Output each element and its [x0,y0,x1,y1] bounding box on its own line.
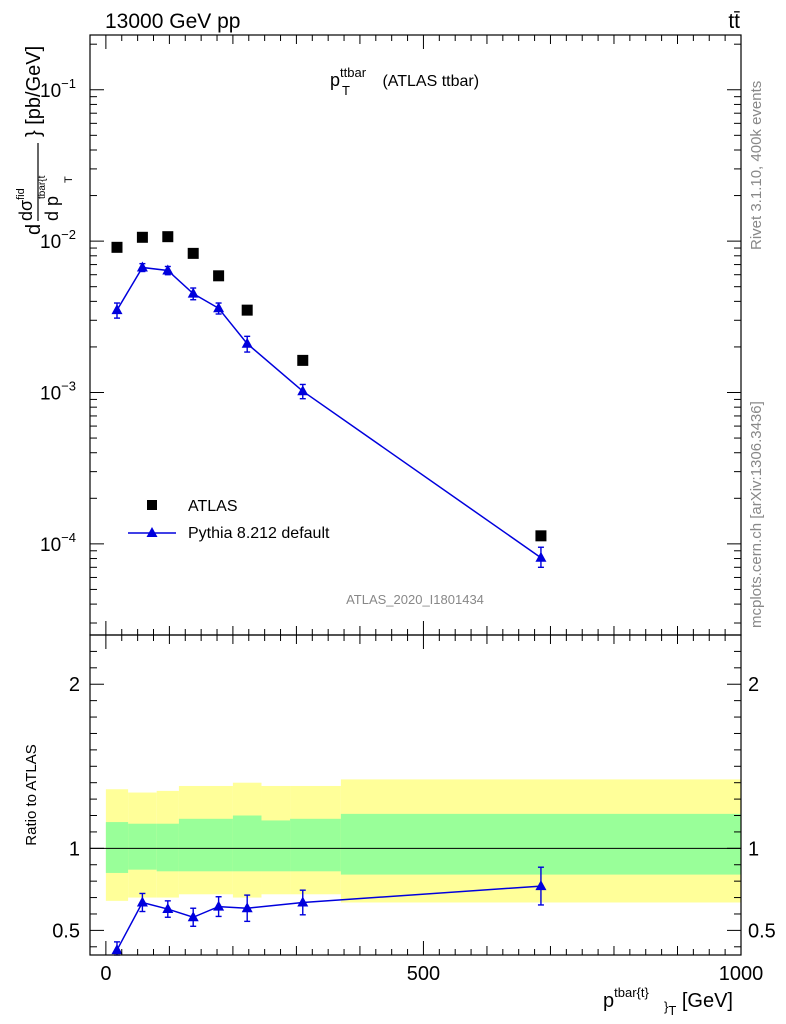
svg-text:d p: d p [42,196,62,221]
xlabel-sub: } [664,999,669,1014]
legend-atlas-label: ATLAS [188,498,238,515]
ratio-green-band [207,818,233,872]
ratio-point [297,896,309,907]
xlabel-sup: tbar{t} [614,985,649,1000]
xlabel-T: T [668,1003,676,1018]
ratio-green-band [128,823,157,870]
pythia-point [111,304,123,315]
xlabel-unit: [GeV] [676,990,733,1012]
ratio-green-band [178,818,208,872]
main-plot-area [89,34,742,636]
ylabel-d: d [23,224,45,235]
atlas-point [297,354,309,366]
ratio-point [535,880,547,891]
x-axis-label: ptbar{t}}T [GeV] [603,985,733,1018]
y-tick-label: 10−2 [40,227,76,253]
ratio-point [213,900,225,911]
x-tick-label: 0 [100,963,111,985]
main-panel: 10−110−210−310−4 pttbar T (ATLAS ttbar) A… [15,34,742,636]
ratio-green-band [340,813,741,875]
pythia-point [213,302,225,313]
ratio-point [187,911,199,922]
x-tick-label: 500 [407,963,440,985]
analysis-id-label: ATLAS_2020_I1801434 [346,592,484,607]
y-tick-base: 10 [40,232,61,253]
ratio-line [116,885,541,951]
ratio-y-tick-label-right: 2 [748,674,759,696]
ratio-green-band [156,823,179,872]
atlas-point [535,530,547,542]
title-sub: T [342,83,350,98]
ratio-point [162,903,174,914]
y-tick-exponent: −3 [61,378,76,393]
svg-text:T: T [63,176,75,183]
y-tick-label: 10−3 [40,378,76,404]
ylabel-fid: fid [15,188,27,200]
svg-text:dσfid: dσfid [15,188,36,221]
ylabel-dsigma: dσ [16,200,36,221]
y-tick-base: 10 [40,81,61,102]
ratio-point [241,902,253,913]
pythia-point [162,264,174,275]
process-label: tt̄ [728,10,740,33]
y-tick-base: 10 [40,383,61,404]
xlabel-p: p [603,990,614,1012]
y-tick-exponent: −2 [61,227,76,242]
atlas-point [187,247,199,259]
pythia-point [136,261,148,272]
ratio-plot-area [89,634,742,956]
ratio-y-axis-label: Ratio to ATLAS [23,744,40,845]
ylabel-dp: d p [42,196,62,221]
legend: ATLAS Pythia 8.212 default [128,498,330,542]
y-tick-base: 10 [40,535,61,556]
pythia-point [187,287,199,298]
rivet-label: Rivet 3.1.10, 400k events [748,81,765,250]
legend-pythia-marker [146,527,158,537]
ratio-green-band [261,820,291,872]
y-tick-exponent: −1 [61,76,76,91]
title-p: p [330,70,340,90]
svg-text:} [pb/GeV]: } [pb/GeV] [23,46,45,137]
pythia-point [297,385,309,396]
title-sup: ttbar [340,65,367,80]
legend-atlas-marker [147,500,157,510]
y-tick-exponent: −4 [61,530,76,545]
source-label: mcplots.cern.ch [arXiv:1306.3436] [748,401,765,628]
atlas-point [241,304,253,316]
ratio-y-tick-label-right: 1 [748,838,759,860]
ratio-green-band [232,815,262,872]
atlas-point [213,270,225,282]
main-title: pttbar T (ATLAS ttbar) [330,65,479,98]
y-tick-label: 10−1 [40,76,76,102]
svg-text:d: d [23,224,45,235]
y-tick-label: 10−4 [40,530,76,556]
ratio-panel: 0.5 0.5 1 1 2 2 0 500 1000 Ratio to ATLAS ptbar{… [23,634,776,1018]
ratio-y-tick-label: 0.5 [52,920,80,942]
title-suffix: (ATLAS ttbar) [378,73,479,90]
svg-text:tbar{t: tbar{t [37,175,48,199]
ratio-green-band [105,822,129,873]
ratio-point [111,944,123,955]
ratio-green-band [290,818,341,872]
ratio-y-tick-label-right: 0.5 [748,920,776,942]
x-tick-label: 1000 [719,963,764,985]
pythia-point [535,551,547,562]
atlas-point [111,241,123,253]
ratio-y-tick-label: 2 [69,674,80,696]
ylabel-unit: } [pb/GeV] [23,46,45,137]
pythia-point [241,337,253,348]
legend-pythia-label: Pythia 8.212 default [188,525,330,542]
ratio-point [136,896,148,907]
ratio-y-tick-label: 1 [69,838,80,860]
atlas-point [136,231,148,243]
energy-label: 13000 GeV pp [105,10,240,33]
atlas-point [162,231,174,243]
ylabel-sub: tbar{t [37,175,48,199]
main-y-axis-label: d dσfid tbar{t d p T } [pb/GeV] [15,46,75,235]
ylabel-T: T [63,176,75,183]
pythia-line [116,266,542,559]
